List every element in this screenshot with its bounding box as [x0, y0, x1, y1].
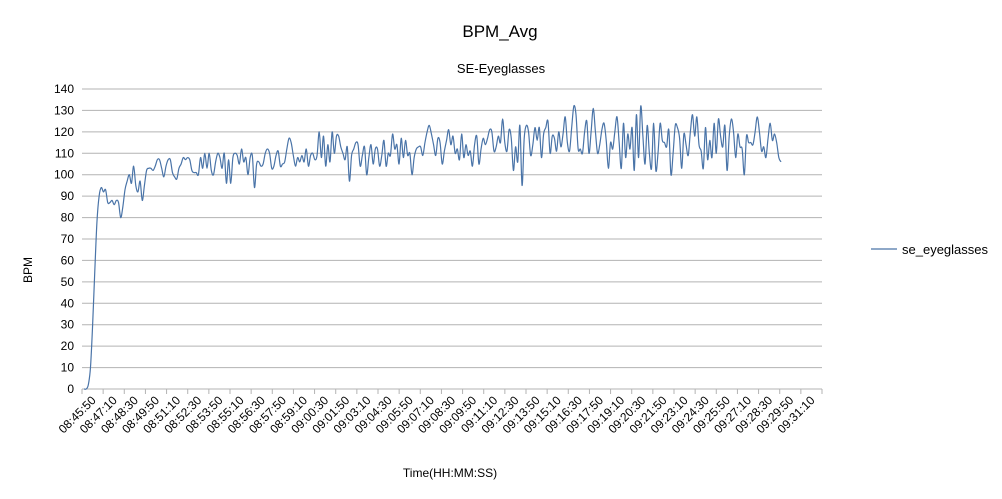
y-tick-label: 130	[54, 103, 74, 117]
y-tick-label: 90	[61, 189, 75, 203]
chart-subtitle: SE-Eyeglasses	[457, 61, 546, 76]
legend-label-se-eyeglasses: se_eyeglasses	[902, 242, 988, 257]
series-group	[83, 104, 782, 390]
y-tick-label: 20	[61, 339, 75, 353]
y-tick-label: 80	[61, 211, 75, 225]
y-tick-label: 10	[61, 361, 75, 375]
chart-title: BPM_Avg	[462, 22, 537, 41]
y-axis-ticks: 0 10 20 30 40 50 60 70 80 90 100 110 120 130 140	[54, 82, 74, 396]
y-tick-label: 100	[54, 168, 74, 182]
y-tick-label: 120	[54, 125, 74, 139]
y-tick-label: 50	[61, 275, 75, 289]
y-tick-label: 0	[67, 382, 74, 396]
y-tick-label: 110	[55, 146, 74, 160]
legend: se_eyeglasses	[871, 242, 988, 257]
y-tick-label: 70	[61, 232, 75, 246]
x-axis-label: Time(HH:MM:SS)	[403, 466, 497, 480]
series-line-se-eyeglasses	[83, 104, 782, 390]
y-tick-label: 30	[61, 318, 75, 332]
y-tick-label: 60	[61, 253, 75, 267]
y-tick-label: 40	[61, 296, 75, 310]
y-tick-label: 140	[54, 82, 74, 96]
x-axis-ticks: 08:45:5008:47:1008:48:3008:49:5008:51:10…	[56, 389, 823, 436]
gridlines	[82, 88, 822, 390]
y-axis-label: BPM	[21, 257, 35, 283]
